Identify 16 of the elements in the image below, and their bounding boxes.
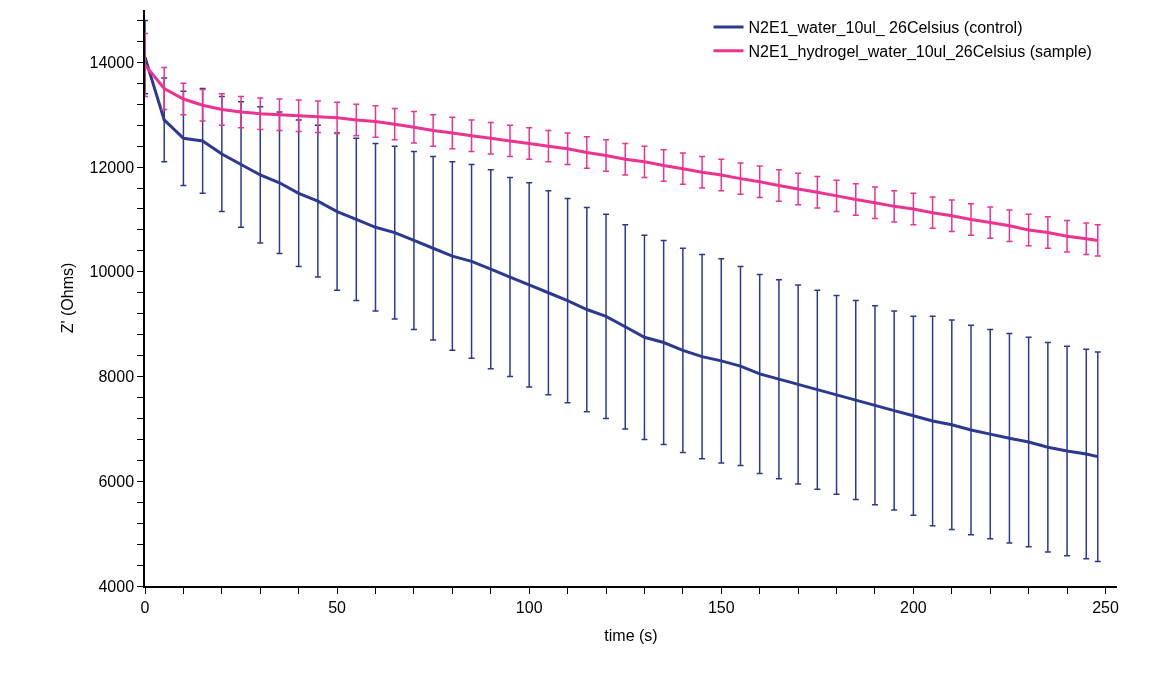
y-axis-title: Z' (Ohms) <box>58 262 76 334</box>
x-tick-label: 0 <box>140 598 150 616</box>
x-tick-label: 150 <box>707 598 735 616</box>
y-tick-label: 10000 <box>89 263 135 281</box>
y-tick-label: 12000 <box>89 158 135 176</box>
x-tick-label: 50 <box>328 598 347 616</box>
y-tick-label: 14000 <box>89 53 135 71</box>
x-tick-label: 250 <box>1092 598 1119 616</box>
x-axis-title: time (s) <box>604 627 658 645</box>
y-tick-label: 6000 <box>98 472 135 490</box>
x-tick-label: 100 <box>515 598 543 616</box>
x-tick-label: 200 <box>900 598 927 616</box>
legend-label: N2E1_water_10ul_ 26Celsius (control) <box>748 19 1023 38</box>
legend-label: N2E1_hydrogel_water_10ul_26Celsius (sample) <box>748 42 1092 61</box>
y-tick-label: 4000 <box>98 577 135 595</box>
y-tick-label: 8000 <box>98 368 135 386</box>
